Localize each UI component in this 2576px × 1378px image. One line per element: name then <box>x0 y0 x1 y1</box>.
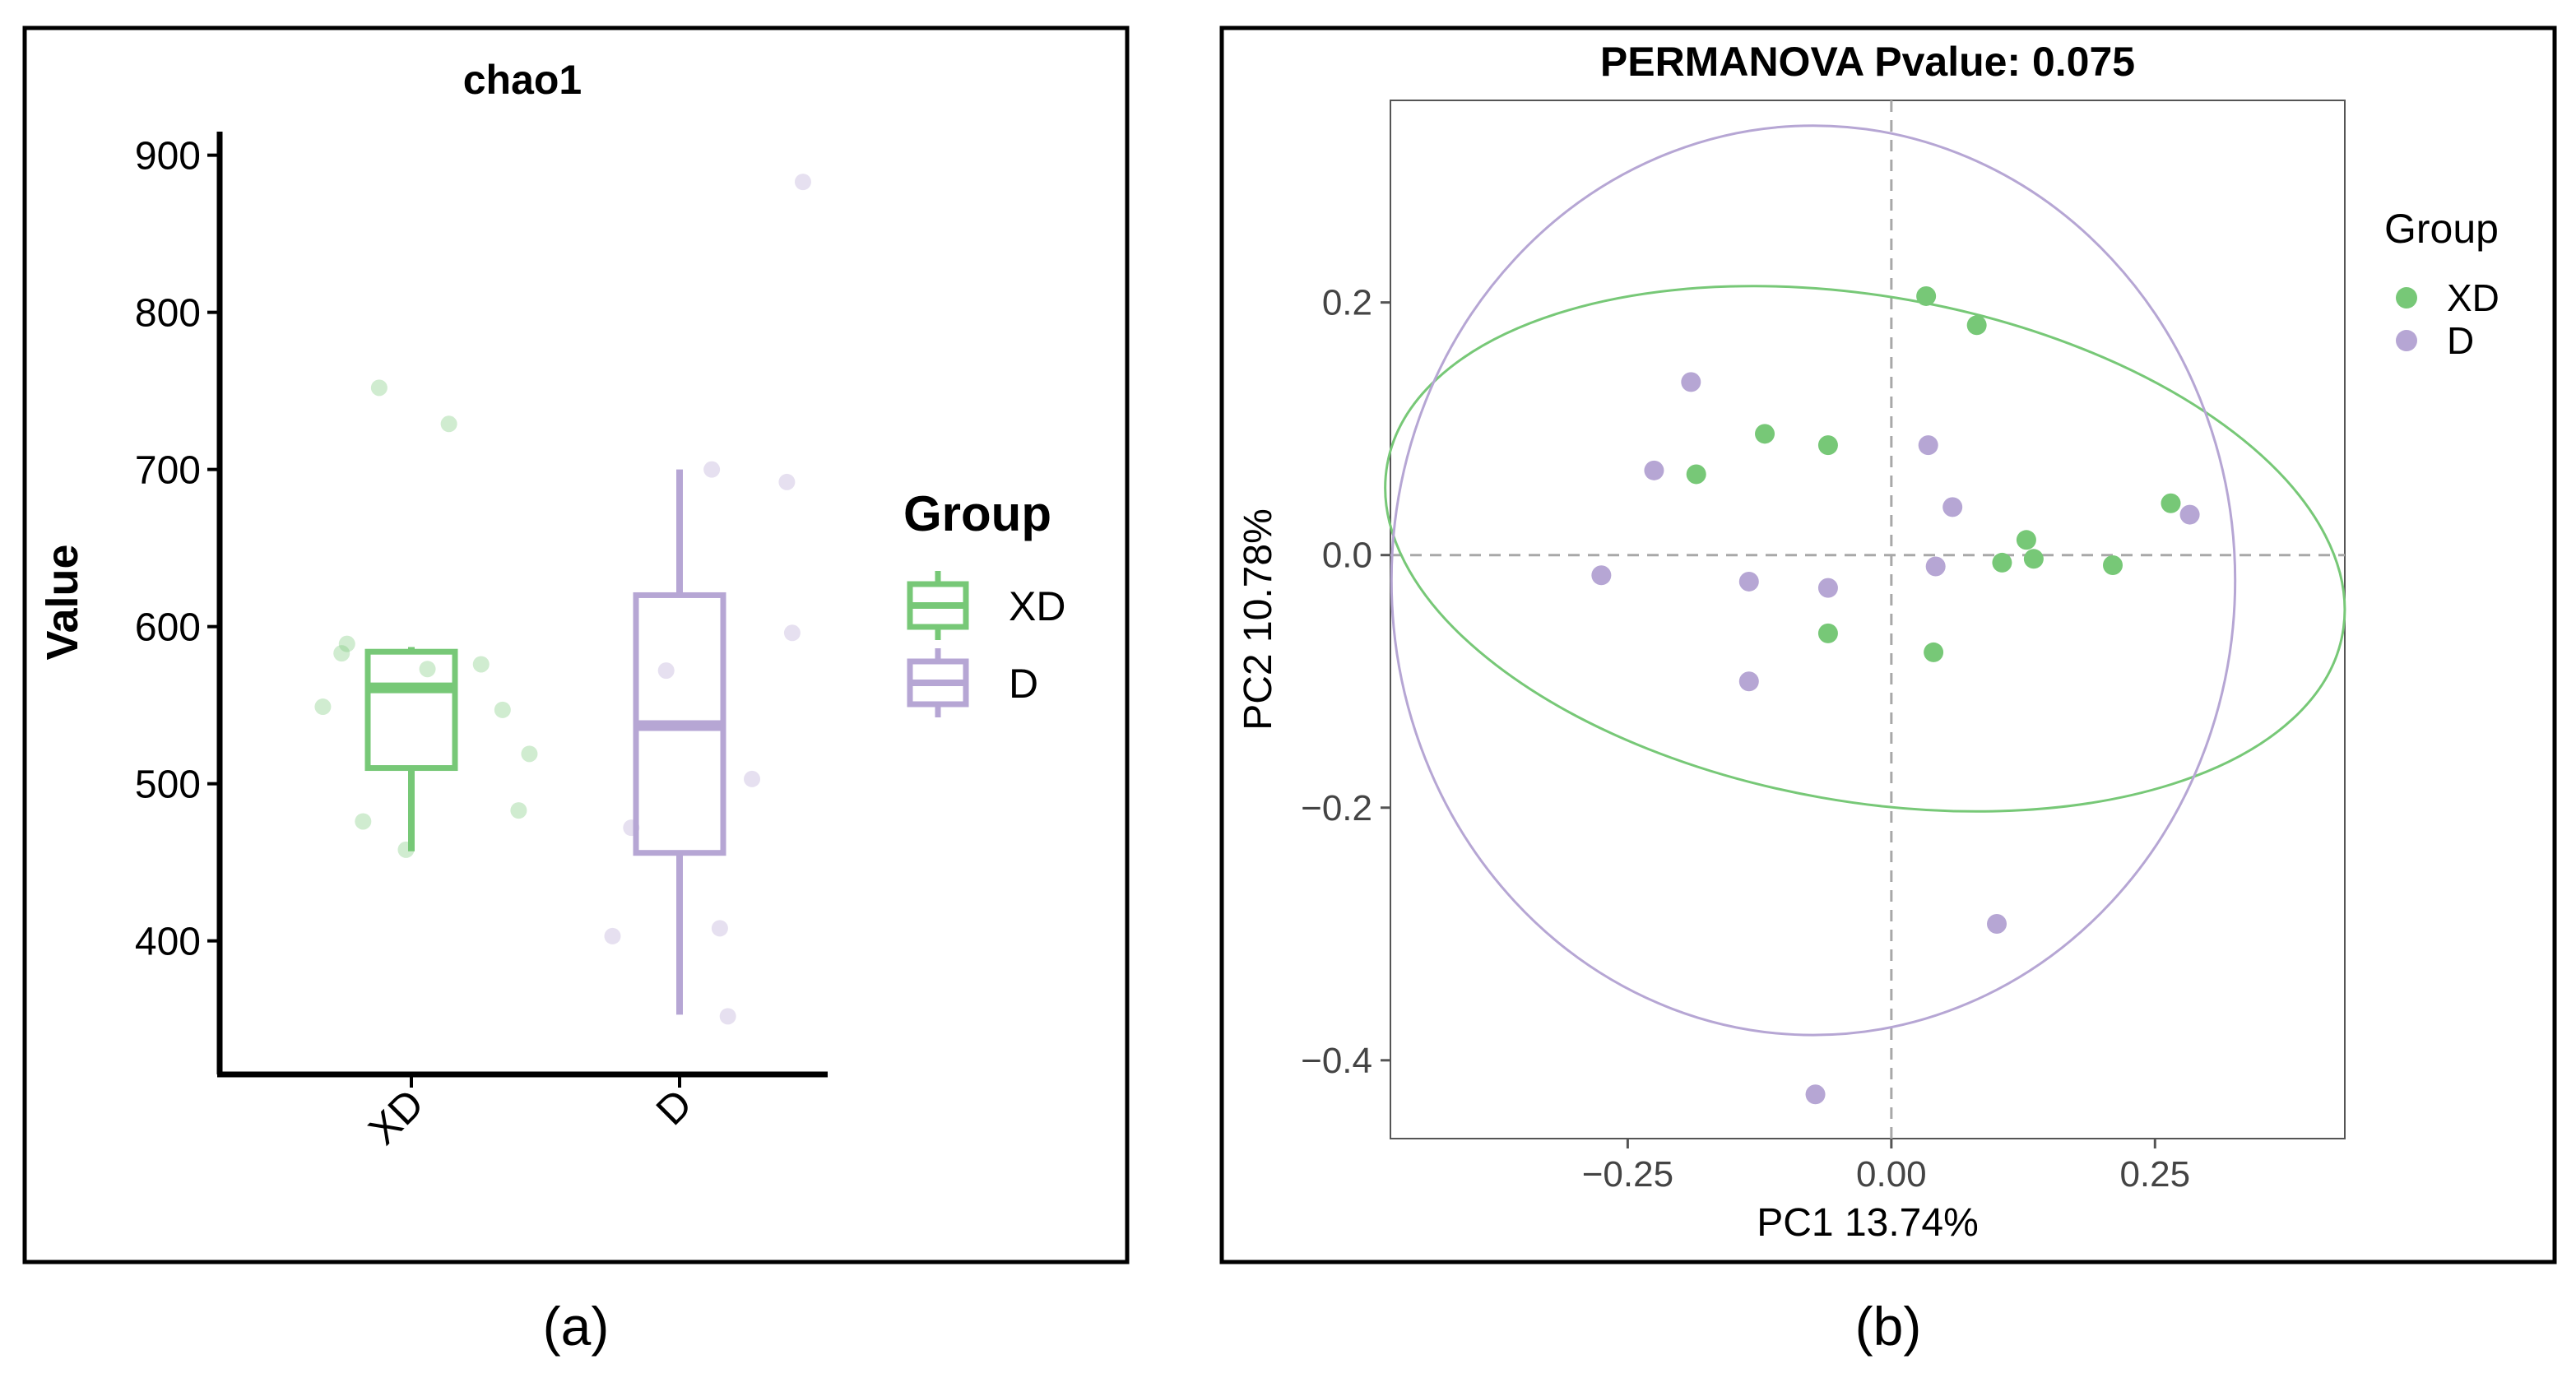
y-tick-label: 900 <box>135 135 201 179</box>
caption-b: (b) <box>1855 1296 1922 1357</box>
legend-label: XD <box>2447 276 2499 319</box>
panel-b: PERMANOVA Pvalue: 0.075 −0.25 0.00 0.25 0.… <box>1219 26 2557 1264</box>
panel-b-y-axis-label: PC2 10.78% <box>1237 508 1280 731</box>
panel-a-y-axis-label: Value <box>38 544 87 660</box>
panel-a-boxes <box>364 469 726 1015</box>
legend-label: D <box>2447 319 2474 362</box>
data-point <box>1738 571 1759 592</box>
y-tick-label: 400 <box>135 921 201 964</box>
data-point <box>314 698 332 716</box>
data-point <box>657 662 675 680</box>
confidence-ellipse <box>1390 124 2237 1037</box>
x-tick-label: 0.00 <box>1856 1154 1927 1195</box>
data-point <box>355 813 372 830</box>
data-point <box>794 174 811 191</box>
data-point <box>1686 464 1706 485</box>
y-tick-label: −0.4 <box>1301 1041 1372 1081</box>
data-point <box>1925 556 1946 577</box>
data-point <box>623 819 640 837</box>
y-tick-label: 800 <box>135 292 201 336</box>
panel-a-x-ticks: XD D <box>360 1074 701 1153</box>
data-point <box>744 770 761 787</box>
data-point <box>703 461 721 478</box>
panel-a-legend: Group XD D <box>903 486 1065 717</box>
data-point <box>472 656 490 673</box>
data-point <box>1918 435 1938 456</box>
data-point <box>1681 372 1701 392</box>
y-tick-label: −0.2 <box>1301 788 1372 828</box>
data-point <box>1644 460 1664 480</box>
confidence-ellipse <box>1384 285 2346 813</box>
panel-b-points <box>1591 285 2200 1105</box>
panel-b-frame <box>1219 26 2557 1264</box>
data-point <box>2179 504 2200 525</box>
data-point <box>1987 914 2007 935</box>
data-point <box>1942 497 1963 517</box>
box-iqr <box>364 648 458 772</box>
x-tick-label: D <box>647 1080 701 1134</box>
legend-label: D <box>1009 661 1038 707</box>
panel-a-points <box>314 174 811 1025</box>
data-point <box>338 635 355 652</box>
caption-a: (a) <box>543 1296 610 1357</box>
data-point <box>397 841 415 858</box>
data-point <box>1916 285 1937 306</box>
x-tick-label: −0.25 <box>1582 1154 1673 1195</box>
data-point <box>604 927 621 944</box>
panel-b-x-axis-label: PC1 13.74% <box>1757 1201 1979 1245</box>
panel-a-title: chao1 <box>463 57 583 103</box>
data-point <box>1817 578 1838 598</box>
data-point <box>1755 424 1775 444</box>
legend-label: XD <box>1009 583 1065 629</box>
y-tick-label: 0.0 <box>1322 536 1372 576</box>
data-point <box>2023 549 2044 569</box>
y-tick-label: 500 <box>135 763 201 807</box>
data-point <box>440 415 457 433</box>
data-point <box>1966 315 1987 336</box>
data-point <box>2016 530 2036 550</box>
data-point <box>1805 1084 1826 1105</box>
panel-b-legend: Group XDD <box>2384 206 2499 362</box>
panel-b-plot-area <box>1390 100 2346 1139</box>
y-tick-label: 600 <box>135 606 201 650</box>
data-point <box>778 473 796 490</box>
data-point <box>1817 435 1838 456</box>
x-tick-label: XD <box>360 1080 433 1153</box>
data-point <box>494 701 511 718</box>
data-point <box>719 1008 736 1025</box>
panel-a: chao1 Value 400 500 600 700 800 900 XD D Group… <box>22 26 1130 1264</box>
panel-a-legend-title: Group <box>903 486 1051 541</box>
data-point <box>1817 623 1838 643</box>
panel-b-reference-lines <box>1390 100 2345 1139</box>
data-point <box>510 802 527 819</box>
y-tick-label: 0.2 <box>1322 283 1372 323</box>
panel-b-x-ticks: −0.25 0.00 0.25 <box>1582 1139 2190 1195</box>
data-point <box>711 920 728 937</box>
y-tick-label: 700 <box>135 449 201 493</box>
panel-a-frame <box>22 26 1130 1264</box>
data-point <box>783 624 801 642</box>
data-point <box>1924 642 1944 662</box>
panel-a-y-ticks: 400 500 600 700 800 900 <box>135 135 220 964</box>
data-point <box>1992 552 2012 573</box>
data-point <box>370 379 388 397</box>
x-tick-label: 0.25 <box>2119 1154 2190 1195</box>
legend-marker <box>2396 287 2417 309</box>
data-point <box>2103 554 2123 575</box>
legend-marker <box>2396 330 2417 351</box>
data-point <box>1738 671 1759 692</box>
data-point <box>419 661 436 678</box>
panel-b-ellipses <box>1384 124 2346 1037</box>
panel-b-y-ticks: 0.2 0.0 −0.2 −0.4 <box>1301 283 1390 1081</box>
data-point <box>521 745 538 763</box>
data-point <box>2161 493 2181 513</box>
panel-b-title: PERMANOVA Pvalue: 0.075 <box>1600 39 2135 85</box>
data-point <box>333 645 350 662</box>
panel-b-legend-title: Group <box>2384 206 2499 252</box>
data-point <box>1591 565 1612 586</box>
